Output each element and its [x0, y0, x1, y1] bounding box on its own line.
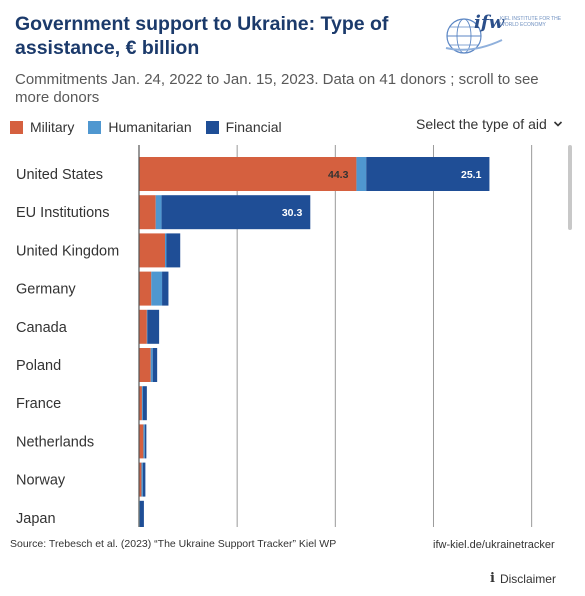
bar-norway-humanitarian[interactable] [141, 462, 143, 497]
disclaimer-button[interactable]: i Disclaimer [490, 571, 556, 586]
legend-item-humanitarian[interactable]: Humanitarian [88, 119, 192, 135]
bar-norway-military[interactable] [139, 462, 142, 497]
legend-item-military[interactable]: Military [10, 119, 74, 135]
bar-poland-humanitarian[interactable] [150, 348, 153, 382]
bar-poland-financial[interactable] [152, 348, 158, 382]
category-label-france: France [16, 396, 61, 412]
category-label-united-kingdom: United Kingdom [16, 243, 119, 259]
info-icon: i [490, 571, 495, 586]
globe-logo-icon [445, 18, 503, 54]
bar-united-kingdom-financial[interactable] [166, 233, 181, 268]
chart-subtitle: Commitments Jan. 24, 2022 to Jan. 15, 20… [15, 71, 539, 106]
chart-title: Government support to Ukraine: Type of a… [15, 13, 389, 59]
bar-netherlands-financial[interactable] [144, 424, 147, 459]
bar-eu-institutions-humanitarian[interactable] [155, 195, 162, 230]
bar-germany-humanitarian[interactable] [151, 271, 163, 306]
category-label-germany: Germany [16, 282, 76, 298]
bar-poland-military[interactable] [139, 348, 151, 382]
category-label-poland: Poland [16, 358, 61, 374]
data-label-united-states-military: 44.3 [328, 169, 349, 181]
logo-text: ifw [474, 12, 505, 33]
legend-label-humanitarian: Humanitarian [108, 119, 192, 135]
bar-united-kingdom-military[interactable] [139, 233, 166, 268]
bar-united-kingdom-humanitarian[interactable] [165, 233, 167, 268]
category-label-netherlands: Netherlands [16, 434, 94, 450]
data-label-eu-institutions-financial: 30.3 [282, 207, 303, 219]
bar-eu-institutions-financial[interactable] [161, 195, 311, 230]
source-note: Source: Trebesch et al. (2023) “The Ukra… [10, 538, 337, 550]
bar-united-states-military[interactable] [139, 157, 357, 191]
category-label-united-states: United States [16, 167, 103, 183]
category-label-canada: Canada [16, 320, 68, 336]
chevron-down-icon [553, 121, 562, 127]
bar-france-military[interactable] [139, 386, 142, 421]
legend-swatch-humanitarian [88, 120, 102, 134]
category-label-japan: Japan [16, 511, 56, 527]
bar-united-states-humanitarian[interactable] [356, 157, 367, 191]
bar-france-humanitarian[interactable] [141, 386, 143, 421]
source-url-link[interactable]: ifw-kiel.de/ukrainetracker [433, 539, 555, 551]
legend-swatch-military [10, 120, 23, 134]
bar-canada-financial[interactable] [147, 309, 160, 344]
bar-japan-financial[interactable] [139, 500, 144, 527]
chart-scrollbar[interactable] [568, 145, 572, 230]
bar-france-financial[interactable] [142, 386, 147, 421]
legend-item-financial[interactable]: Financial [205, 119, 282, 135]
legend-swatch-financial [205, 120, 219, 134]
category-label-norway: Norway [16, 473, 66, 489]
bar-norway-financial[interactable] [142, 462, 146, 497]
legend-label-financial: Financial [225, 119, 282, 135]
bar-netherlands-humanitarian[interactable] [143, 424, 145, 459]
disclaimer-label: Disclaimer [499, 571, 556, 586]
bar-netherlands-military[interactable] [139, 424, 144, 459]
category-label-eu-institutions: EU Institutions [16, 205, 110, 221]
bar-eu-institutions-military[interactable] [139, 195, 156, 230]
logo-subtext: KIEL INSTITUTE FOR THE WORLD ECONOMY [500, 16, 562, 28]
bar-germany-military[interactable] [139, 271, 152, 306]
bar-germany-financial[interactable] [162, 271, 169, 306]
bar-canada-military[interactable] [139, 309, 147, 344]
bar-chart[interactable]: United States 44.3 25.1 EU Institutions 30.3… [0, 145, 566, 527]
legend: Military Humanitarian Financial [10, 117, 296, 137]
aid-type-dropdown[interactable]: Select the type of aid [416, 116, 563, 132]
legend-label-military: Military [30, 119, 75, 135]
bar-united-states-financial[interactable] [366, 157, 490, 191]
aid-type-dropdown-label: Select the type of aid [416, 116, 547, 132]
data-label-united-states-financial: 25.1 [461, 169, 482, 181]
